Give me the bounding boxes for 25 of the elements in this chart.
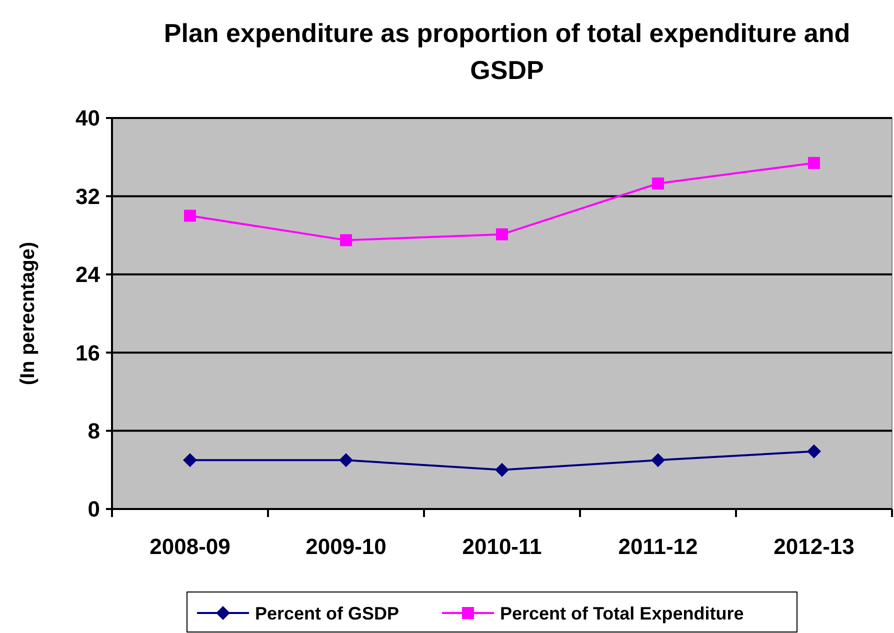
y-tick-label: 40 xyxy=(76,106,100,131)
point xyxy=(652,177,664,190)
point xyxy=(651,453,665,468)
x-tick-label: 2010-11 xyxy=(462,534,542,559)
x-tick-label: 2011-12 xyxy=(618,534,698,559)
point xyxy=(183,453,197,468)
y-tick-label: 16 xyxy=(76,340,100,366)
x-tick-label: 2012-13 xyxy=(774,534,854,559)
point xyxy=(184,210,196,222)
legend-label: Percent of GSDP xyxy=(255,603,400,624)
point xyxy=(808,156,820,169)
point xyxy=(496,228,508,240)
y-tick-label: 32 xyxy=(76,184,100,209)
legend-label: Percent of Total Expenditure xyxy=(500,603,744,624)
point xyxy=(339,453,353,468)
y-tick-label: 0 xyxy=(88,496,100,522)
point xyxy=(807,444,821,458)
x-tick-label: 2008-09 xyxy=(150,534,230,559)
point xyxy=(340,234,352,246)
chart-title: Plan expenditure as proportion of total expenditure and GSDP xyxy=(164,18,850,85)
y-tick-label: 24 xyxy=(76,262,101,288)
point xyxy=(495,462,509,477)
y-axis-title: (In perecntage) xyxy=(17,242,39,386)
y-tick-label: 8 xyxy=(88,418,100,444)
x-tick-label: 2009-10 xyxy=(306,534,386,559)
